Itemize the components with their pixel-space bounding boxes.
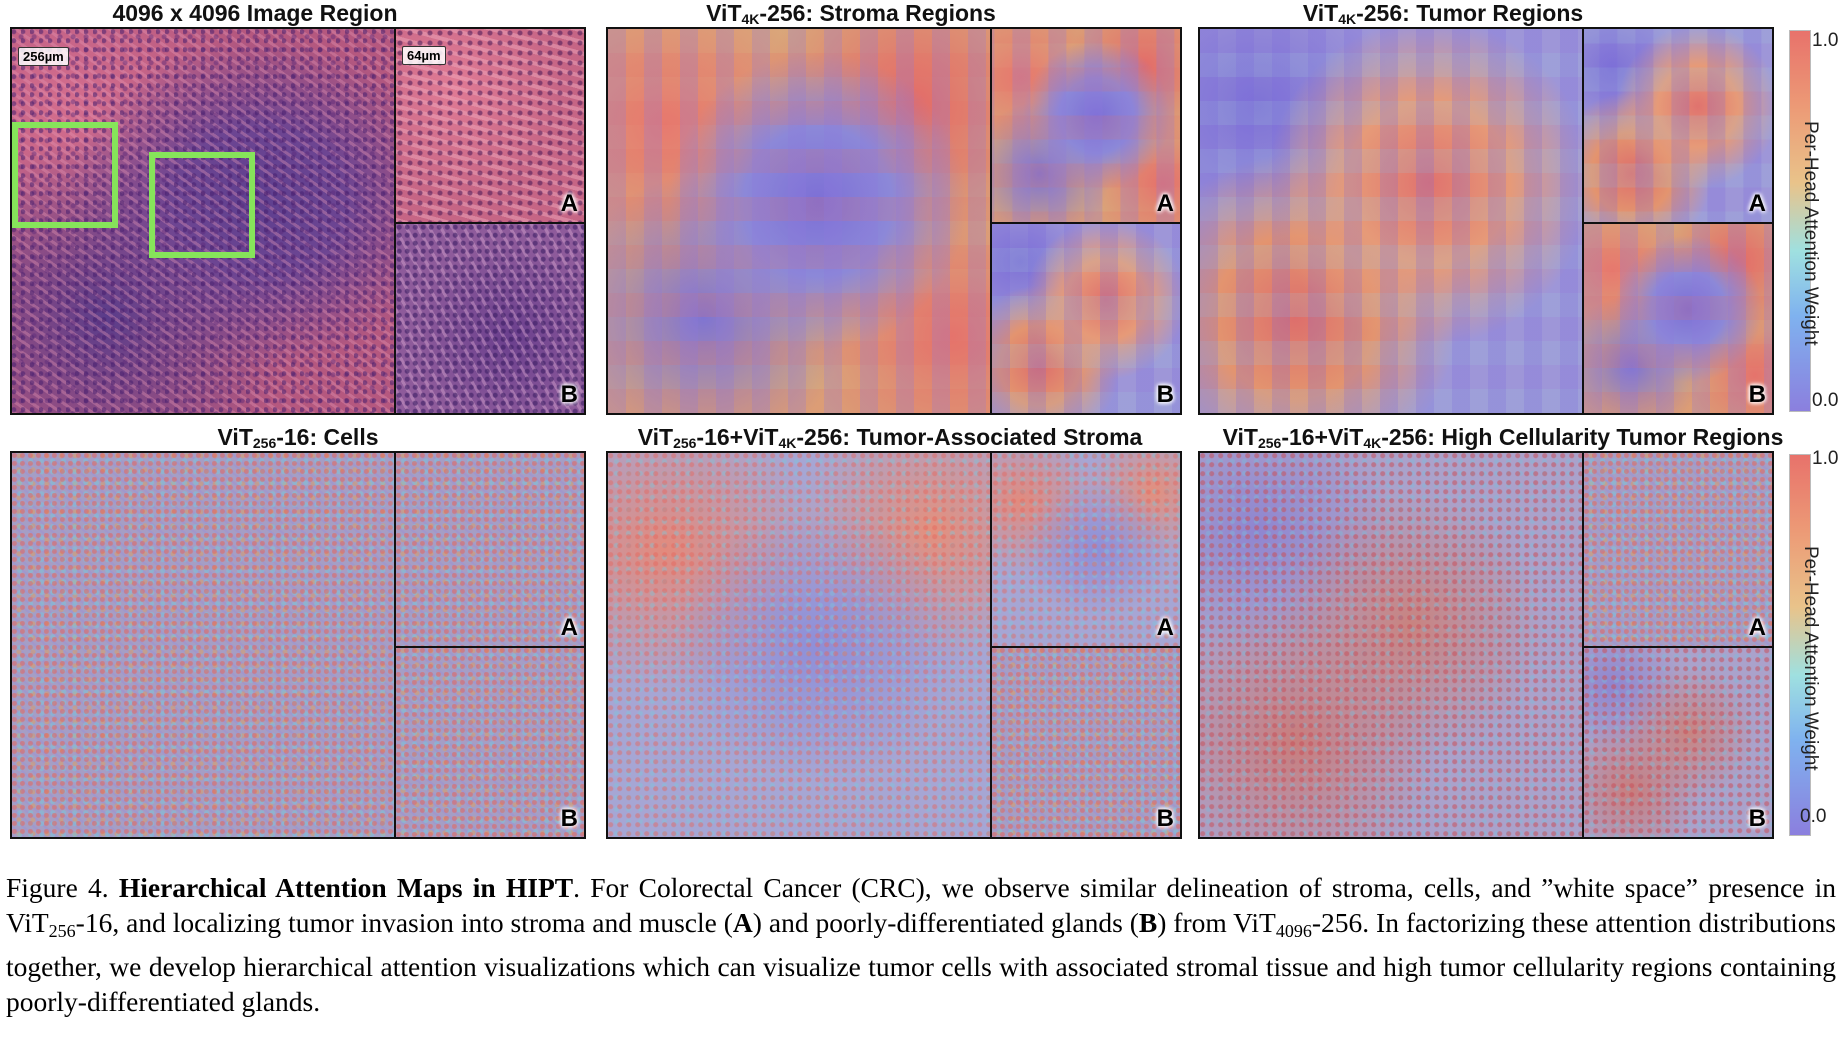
colorbar-bottom-min: 0.0 xyxy=(1800,806,1827,827)
inset-label-a: A xyxy=(1156,614,1174,641)
colorbar-bottom-max: 1.0 xyxy=(1812,448,1839,469)
inset-label-b: B xyxy=(1748,805,1766,832)
attention-map-cells xyxy=(12,453,396,837)
colorbar-top xyxy=(1789,30,1811,412)
panel-title-tumor-associated-stroma: ViT256-16+ViT4K-256: Tumor-Associated St… xyxy=(637,424,1143,451)
inset-a: A xyxy=(992,453,1180,648)
inset-label-b: B xyxy=(1748,381,1766,408)
inset-b: B xyxy=(396,224,584,413)
inset-b: B xyxy=(992,224,1180,413)
inset-label-a: A xyxy=(560,190,578,217)
panel-stroma: A B xyxy=(606,27,1182,415)
panel-title-cells: ViT256-16: Cells xyxy=(217,424,379,451)
inset-b: B xyxy=(1584,224,1772,413)
inset-label-b: B xyxy=(560,805,578,832)
colorbar-top-max: 1.0 xyxy=(1812,30,1839,51)
colorbar-bottom xyxy=(1789,454,1811,836)
panel-title-high-cellularity: ViT256-16+ViT4K-256: High Cellularity Tu… xyxy=(1222,424,1784,451)
inset-b: B xyxy=(992,648,1180,837)
inset-a: A xyxy=(992,29,1180,224)
colorbar-top-label: Per-Head Attention Weight xyxy=(1800,121,1821,346)
colorbar-top-min: 0.0 xyxy=(1812,390,1839,411)
inset-label-a: A xyxy=(1748,614,1766,641)
caption-label: Figure 4. xyxy=(6,872,109,903)
attention-map-high-cellularity xyxy=(1200,453,1584,837)
scale-bar-main: 256µm xyxy=(18,47,69,66)
panel-title-tumor: ViT4K-256: Tumor Regions xyxy=(1302,0,1584,27)
main-image xyxy=(12,29,396,413)
inset-label-b: B xyxy=(1156,805,1174,832)
inset-label-a: A xyxy=(1748,190,1766,217)
panel-cells: A B xyxy=(10,451,586,839)
inset-a: A xyxy=(396,453,584,648)
inset-a: 64µm A xyxy=(396,29,584,224)
inset-b: B xyxy=(396,648,584,837)
attention-map-tumor xyxy=(1200,29,1584,413)
panel-title-original: 4096 x 4096 Image Region xyxy=(112,0,398,26)
panel-tumor-associated-stroma: A B xyxy=(606,451,1182,839)
colorbar-bottom-label: Per-Head Attention Weight xyxy=(1800,546,1821,771)
inset-label-a: A xyxy=(1156,190,1174,217)
inset-label-b: B xyxy=(560,381,578,408)
highlight-box-a xyxy=(12,122,118,228)
attention-map-tumor-associated-stroma xyxy=(608,453,992,837)
attention-map-stroma xyxy=(608,29,992,413)
inset-a: A xyxy=(1584,453,1772,648)
panel-title-stroma: ViT4K-256: Stroma Regions xyxy=(706,0,996,27)
caption-title: Hierarchical Attention Maps in HIPT xyxy=(118,872,574,903)
panel-tumor: A B xyxy=(1198,27,1774,415)
inset-b: B xyxy=(1584,648,1772,837)
inset-a: A xyxy=(1584,29,1772,224)
panel-original: 256µm 64µm A B xyxy=(10,27,586,415)
inset-label-b: B xyxy=(1156,381,1174,408)
figure-caption: Figure 4. Hierarchical Attention Maps in… xyxy=(6,872,1836,1017)
inset-label-a: A xyxy=(560,614,578,641)
panel-high-cellularity: A B xyxy=(1198,451,1774,839)
scale-bar-inset: 64µm xyxy=(402,46,446,65)
highlight-box-b xyxy=(149,152,255,258)
